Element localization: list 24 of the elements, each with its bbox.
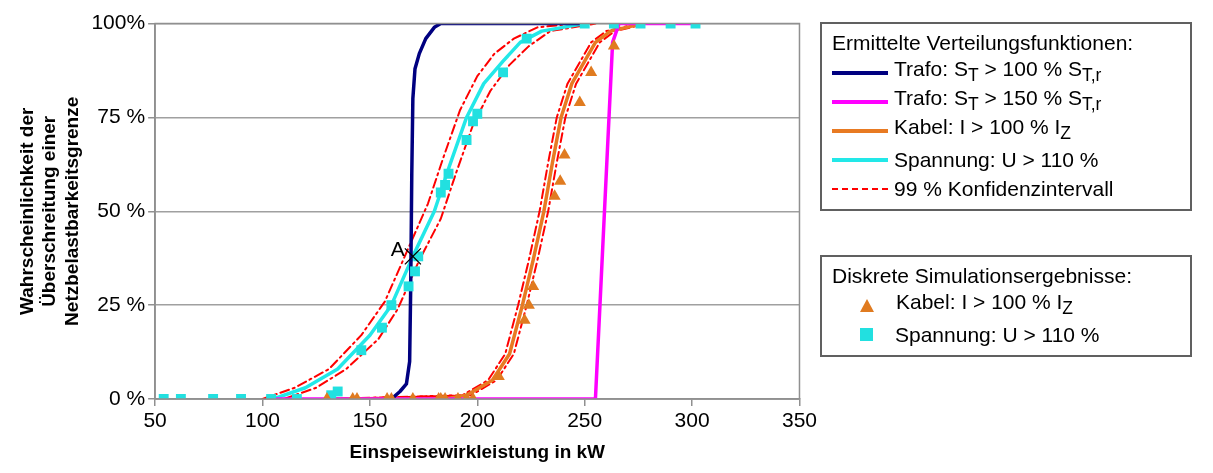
x-tick-label: 200 (459, 408, 495, 432)
legend-label: 99 % Konfidenzintervall (894, 175, 1114, 202)
y-tick-label: 100% (91, 10, 146, 34)
legend-label: Trafo: S$_{T}$ > 150 % S$_{T,r}$ (894, 86, 1102, 115)
y-tick-label: 0 % (108, 385, 146, 409)
y-tick-label: 50 % (97, 198, 146, 222)
text: Ermittelte Verteilungsfunktionen: (832, 31, 1134, 54)
y-axis-title: Wahrscheinlichkeit der Überschreitung einer Netzbelastbarkeitsgrenze (15, 96, 83, 326)
x-tick-label: 350 (781, 408, 817, 432)
x-tick-label: 50 (143, 408, 167, 432)
annotation: A (390, 237, 405, 261)
x-axis-title: Einspeisewirkleistung in kW (349, 440, 606, 462)
legend-label: Spannung: U > 110 % (895, 321, 1100, 348)
legend-label: Trafo: S$_{T}$ > 100 % S$_{T,r}$ (894, 57, 1102, 86)
legend-label: Kabel: I > 100 % I$_{Z}$ (894, 115, 1072, 144)
x-tick-label: 150 (352, 408, 388, 432)
y-tick-label: 75 % (97, 104, 146, 128)
x-tick-label: 250 (567, 408, 603, 432)
x-tick-label: 100 (244, 408, 281, 432)
text: Diskrete Simulationsergebnisse: (832, 264, 1132, 287)
legend-label: Spannung: U > 110 % (894, 146, 1099, 173)
y-tick-label: 25 % (97, 291, 146, 315)
legend-label: Kabel: I > 100 % I$_{Z}$ (896, 289, 1074, 321)
x-tick-label: 300 (674, 408, 710, 432)
